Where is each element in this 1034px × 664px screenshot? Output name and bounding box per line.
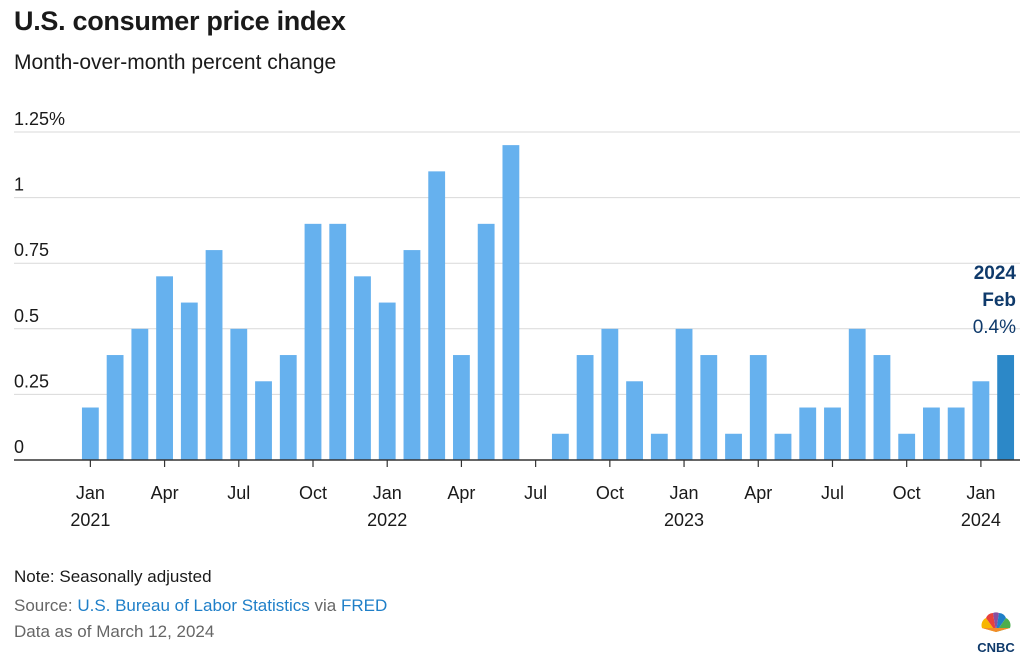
highlight-label: 0.4% xyxy=(973,317,1016,338)
bar xyxy=(725,433,742,460)
bar xyxy=(898,433,916,460)
bar xyxy=(255,381,272,460)
bar xyxy=(180,302,198,460)
x-tick-label: Oct xyxy=(596,483,624,503)
x-tick-label: Jan xyxy=(966,483,995,503)
bar xyxy=(675,328,693,460)
x-tick-label: Jan xyxy=(670,483,699,503)
bar xyxy=(131,328,149,460)
bar xyxy=(700,355,718,460)
bar xyxy=(774,433,792,460)
x-tick-label: Oct xyxy=(893,483,921,503)
bar xyxy=(997,355,1015,460)
logo-text: CNBC xyxy=(977,640,1015,654)
cpi-bar-chart: 0 0.25 0.5 0.75 1 1.25% Jan 2021 Apr Jul Oct Jan 202… xyxy=(14,109,1020,530)
bar xyxy=(304,223,322,460)
x-tick-label: Apr xyxy=(744,483,772,503)
y-tick-label: 0 xyxy=(14,437,24,457)
highlight-label: 2024 xyxy=(974,263,1017,284)
source-via: via xyxy=(309,596,341,615)
chart-title: U.S. consumer price index xyxy=(14,6,346,36)
x-tick-label: Jan xyxy=(76,483,105,503)
bar xyxy=(799,407,817,460)
bar xyxy=(279,355,297,460)
x-year-label: 2023 xyxy=(664,510,704,530)
bar xyxy=(923,407,940,460)
bar xyxy=(106,355,124,460)
cnbc-logo: CNBC xyxy=(977,612,1015,654)
bar xyxy=(453,355,470,460)
x-tick-label: Apr xyxy=(151,483,179,503)
x-tick-label: Apr xyxy=(447,483,475,503)
y-tick-label: 0.5 xyxy=(14,306,39,326)
bar xyxy=(601,328,619,460)
bar xyxy=(354,276,371,460)
bar xyxy=(205,250,223,460)
bar xyxy=(428,171,446,461)
bar xyxy=(650,433,668,460)
x-tick-label: Oct xyxy=(299,483,327,503)
bar xyxy=(329,223,347,460)
x-year-label: 2022 xyxy=(367,510,407,530)
x-year-label: 2021 xyxy=(70,510,110,530)
highlight-label: Feb xyxy=(982,290,1016,311)
bar xyxy=(156,276,173,460)
x-tick-label: Jul xyxy=(227,483,250,503)
peacock-icon xyxy=(981,612,1011,632)
x-tick-label: Jul xyxy=(524,483,547,503)
bar xyxy=(230,328,248,460)
bar xyxy=(749,355,767,460)
bar xyxy=(378,302,396,460)
bar xyxy=(824,407,841,460)
bar xyxy=(502,145,520,460)
x-tick-label: Jan xyxy=(373,483,402,503)
y-tick-label: 0.25 xyxy=(14,371,49,391)
chart-subtitle: Month-over-month percent change xyxy=(14,51,337,74)
bar xyxy=(626,381,643,460)
bar xyxy=(81,407,99,460)
y-tick-label: 1.25% xyxy=(14,109,65,129)
source-bls-link[interactable]: U.S. Bureau of Labor Statistics xyxy=(77,596,310,615)
bar xyxy=(403,250,421,460)
bar xyxy=(576,355,594,460)
source-line: Source: U.S. Bureau of Labor Statistics … xyxy=(14,596,387,616)
bar xyxy=(477,223,495,460)
data-date: Data as of March 12, 2024 xyxy=(14,622,215,641)
source-fred-link[interactable]: FRED xyxy=(340,596,388,615)
source-prefix: Source: xyxy=(14,596,78,615)
y-tick-label: 1 xyxy=(14,175,24,195)
bar xyxy=(972,381,990,460)
footnote: Note: Seasonally adjusted xyxy=(14,567,212,586)
bar xyxy=(947,407,965,460)
bar xyxy=(848,328,866,460)
bar xyxy=(873,355,891,460)
x-tick-label: Jul xyxy=(821,483,844,503)
x-year-label: 2024 xyxy=(961,510,1001,530)
bar xyxy=(551,433,569,460)
y-tick-label: 0.75 xyxy=(14,240,49,260)
